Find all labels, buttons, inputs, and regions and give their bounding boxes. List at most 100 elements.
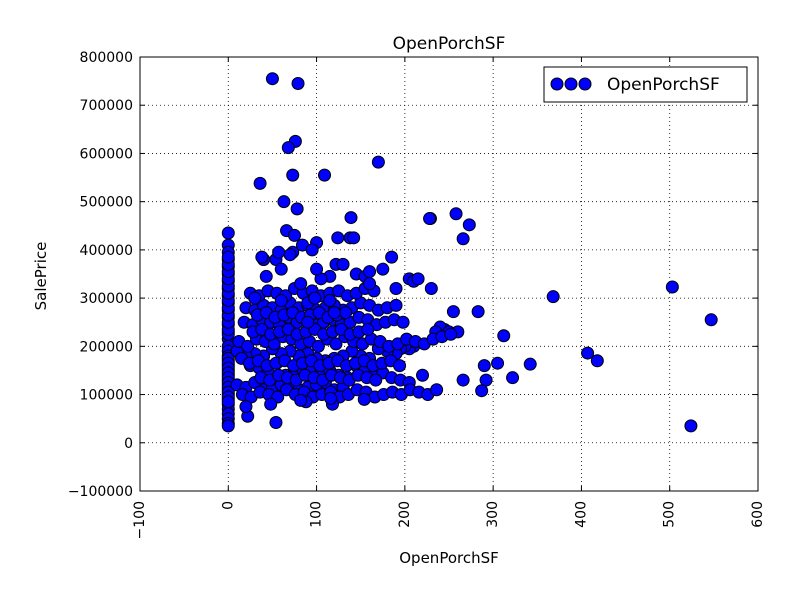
data-point: [288, 228, 301, 242]
data-point: [361, 322, 375, 336]
data-point: [523, 357, 537, 371]
data-point: [423, 212, 437, 226]
data-point: [396, 315, 410, 329]
y-tick-label: −100000: [68, 484, 133, 500]
data-point: [357, 392, 371, 406]
data-point: [248, 291, 262, 305]
data-point: [274, 262, 288, 276]
data-point: [221, 395, 235, 409]
data-point: [241, 339, 255, 353]
data-point: [323, 294, 337, 308]
data-point: [269, 416, 283, 430]
data-point: [546, 290, 560, 304]
data-point: [291, 77, 305, 91]
data-point: [272, 245, 286, 259]
data-point: [310, 262, 324, 276]
data-point: [294, 393, 308, 407]
data-point: [416, 368, 430, 382]
data-point: [264, 397, 278, 411]
data-point: [253, 176, 267, 190]
x-tick-labels: −100 0 100 200 300 400 500 600: [132, 501, 766, 539]
data-point: [456, 232, 470, 246]
data-point: [327, 306, 341, 320]
x-tick-label: 200: [397, 501, 413, 528]
data-point: [318, 168, 332, 182]
data-point: [283, 248, 297, 262]
data-point: [376, 262, 390, 276]
data-point: [497, 329, 511, 343]
x-tick-label: 0: [220, 501, 236, 510]
legend-marker: [564, 77, 578, 91]
data-point: [385, 250, 399, 264]
legend-box: [543, 66, 748, 103]
data-point: [286, 168, 300, 182]
y-tick-label: 500000: [80, 195, 133, 211]
data-points: [221, 72, 718, 433]
data-point: [255, 250, 269, 264]
data-point: [294, 277, 308, 291]
axis-ticks: [139, 56, 759, 492]
data-point: [684, 419, 698, 433]
legend-label: OpenPorchSF: [607, 75, 720, 95]
data-point: [475, 384, 489, 398]
data-point: [363, 277, 377, 291]
data-point: [477, 359, 491, 373]
data-point: [369, 373, 383, 387]
data-point: [259, 269, 273, 283]
x-tick-label: 500: [662, 501, 678, 528]
data-point: [462, 218, 476, 232]
data-point: [590, 354, 604, 368]
y-tick-label: 200000: [80, 339, 133, 355]
data-point: [274, 294, 288, 308]
data-point: [389, 298, 403, 312]
legend-marker: [578, 77, 592, 91]
data-point: [581, 346, 595, 360]
y-tick-label: 400000: [80, 243, 133, 259]
data-point: [221, 226, 235, 240]
data-point: [221, 419, 235, 433]
data-point: [239, 400, 253, 414]
data-point: [336, 257, 350, 271]
x-tick-label: 100: [309, 501, 325, 528]
data-point: [704, 313, 718, 327]
x-axis-title: OpenPorchSF: [399, 549, 499, 567]
data-point: [324, 391, 338, 405]
chart-title: OpenPorchSF: [393, 34, 506, 54]
data-point: [665, 280, 679, 294]
data-point: [308, 291, 322, 305]
data-point: [339, 306, 353, 320]
y-tick-label: 800000: [80, 50, 133, 66]
data-point: [290, 202, 304, 216]
y-tick-label: 600000: [80, 146, 133, 162]
legend-marker: [550, 77, 564, 91]
y-tick-label: 700000: [80, 98, 133, 114]
y-tick-label: 0: [124, 436, 133, 452]
data-point: [389, 281, 403, 295]
x-tick-label: −100: [132, 501, 148, 539]
x-tick-label: 400: [573, 501, 589, 528]
data-point: [471, 305, 485, 319]
y-tick-label: 100000: [80, 388, 133, 404]
data-point: [305, 243, 319, 257]
data-point: [301, 315, 315, 329]
data-point: [456, 373, 470, 387]
data-point: [344, 211, 358, 225]
data-point: [449, 207, 463, 221]
data-point: [371, 155, 385, 169]
data-point: [430, 383, 444, 397]
data-point: [411, 272, 425, 286]
data-point: [446, 305, 460, 319]
data-point: [277, 195, 291, 209]
legend: OpenPorchSF: [543, 66, 748, 103]
data-point: [424, 281, 438, 295]
data-point: [331, 231, 345, 245]
data-point: [363, 265, 377, 279]
plot-frame: [139, 56, 759, 492]
y-tick-label: 300000: [80, 291, 133, 307]
y-tick-labels: −100000 0 100000 200000 300000 400000 500000 60…: [68, 50, 133, 500]
data-point: [444, 327, 458, 341]
data-point: [281, 141, 295, 155]
data-point: [393, 359, 407, 373]
data-point: [311, 339, 325, 353]
